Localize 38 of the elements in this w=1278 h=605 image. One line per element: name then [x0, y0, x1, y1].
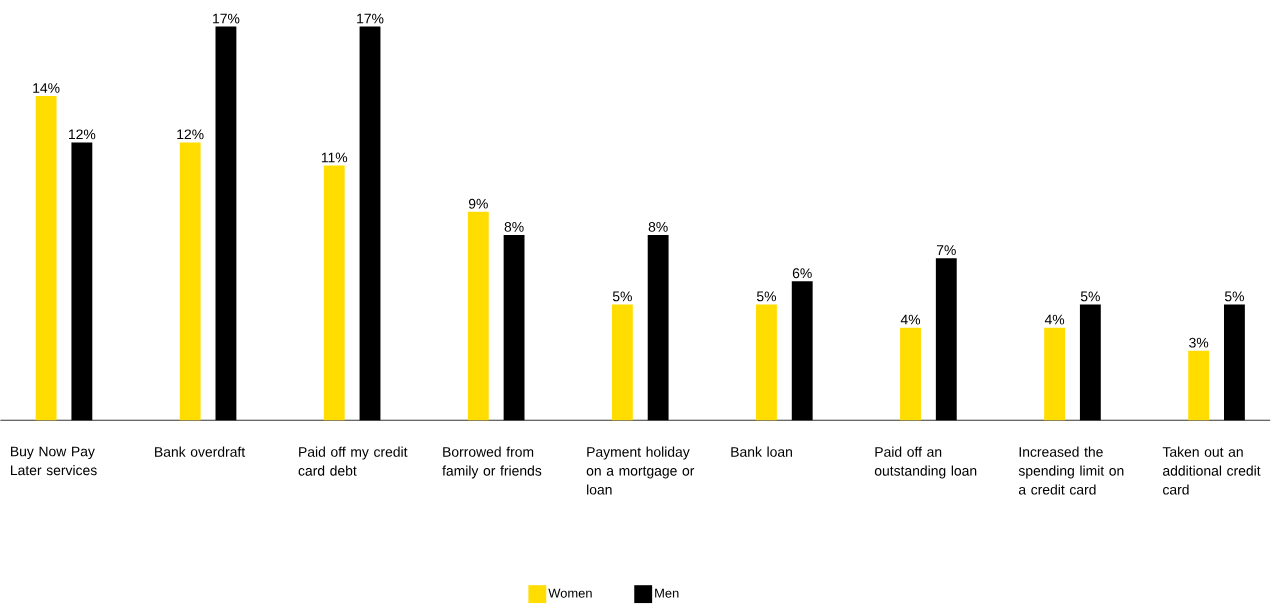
bar	[611, 304, 633, 421]
bar	[35, 96, 57, 421]
x-tick-label: Paid off my credit card debt	[298, 446, 408, 476]
bar	[1188, 350, 1210, 421]
data-label: 14%	[33, 83, 60, 93]
bar	[900, 327, 921, 421]
x-tick-label: Taken out an additional credit card	[1162, 446, 1261, 495]
data-label: 3%	[1189, 337, 1209, 348]
x-tick-label: Bank overdraft	[155, 446, 246, 457]
data-label: 12%	[177, 129, 204, 140]
bar	[1044, 327, 1066, 421]
x-tick-label: Borrowed from family or friends	[442, 446, 542, 479]
data-label: 4%	[900, 314, 921, 325]
data-label: 11%	[321, 152, 348, 163]
data-label: 8%	[504, 221, 524, 232]
x-tick-label: Bank loan	[731, 446, 792, 457]
x-tick-label: Payment holiday on a mortgage or loan	[586, 446, 695, 495]
data-label: 7%	[936, 245, 956, 255]
bar	[179, 142, 201, 421]
data-label: 17%	[213, 13, 240, 24]
data-label: 8%	[648, 221, 668, 232]
legend-label: Women	[548, 588, 592, 598]
bar	[756, 304, 777, 421]
bar	[467, 211, 489, 421]
data-label: 6%	[792, 268, 812, 279]
data-label: 9%	[468, 198, 488, 209]
data-label: 5%	[756, 291, 777, 302]
data-label: 5%	[612, 291, 632, 302]
data-label: 5%	[1080, 291, 1100, 302]
data-label: 12%	[69, 129, 96, 140]
x-tick-label: Paid off an outstanding loan	[874, 446, 977, 479]
x-tick-label: Buy Now Pay Later services	[11, 446, 97, 476]
data-label: 5%	[1224, 291, 1244, 302]
data-label: 17%	[357, 13, 384, 24]
data-label: 4%	[1044, 314, 1065, 325]
x-tick-label: Increased the spending limit on a credit card	[1018, 446, 1124, 495]
bar	[323, 165, 345, 421]
legend-label: Men	[655, 588, 679, 598]
